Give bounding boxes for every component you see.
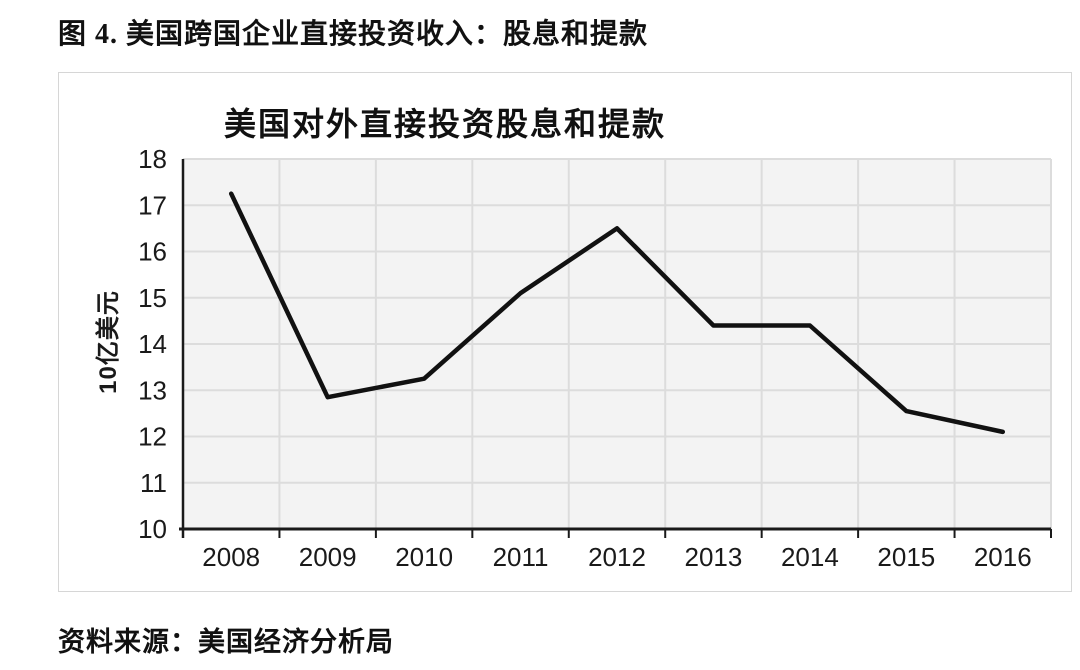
x-tick-label: 2010 <box>395 542 453 572</box>
y-tick-label: 11 <box>140 468 167 498</box>
y-axis-title: 10亿美元 <box>95 290 122 394</box>
x-axis-labels: 2008 2009 2010 2011 2012 2013 2014 2015 2016 <box>202 542 1031 572</box>
x-tick-label: 2009 <box>299 542 357 572</box>
x-tick-label: 2011 <box>493 542 549 572</box>
y-axis-labels: 10 11 12 13 14 15 16 17 18 <box>138 144 167 544</box>
y-tick-label: 16 <box>138 237 167 267</box>
x-tick-label: 2012 <box>588 542 646 572</box>
gridlines <box>183 158 1052 529</box>
chart-title: 美国对外直接投资股息和提款 <box>224 106 667 142</box>
x-tick-label: 2008 <box>202 542 260 572</box>
y-tick-label: 10 <box>138 514 167 544</box>
source-text: 资料来源：美国经济分析局 <box>58 627 394 657</box>
y-tick-label: 18 <box>138 144 167 174</box>
y-tick-label: 13 <box>138 375 167 405</box>
x-tick-label: 2014 <box>781 542 839 572</box>
chart-frame: 10 11 12 13 14 15 16 17 18 2008 2009 2010 2011 2012 20… <box>58 72 1072 592</box>
data-line <box>228 191 1006 435</box>
y-tick-label: 14 <box>138 329 167 359</box>
y-tick-label: 12 <box>138 422 167 452</box>
axes <box>179 159 1052 538</box>
x-tick-label: 2015 <box>877 542 935 572</box>
x-tick-label: 2016 <box>974 542 1032 572</box>
x-tick-label: 2013 <box>685 542 743 572</box>
y-tick-label: 17 <box>138 190 167 220</box>
figure-title: 图 4. 美国跨国企业直接投资收入：股息和提款 <box>58 19 649 50</box>
y-tick-label: 15 <box>138 283 167 313</box>
